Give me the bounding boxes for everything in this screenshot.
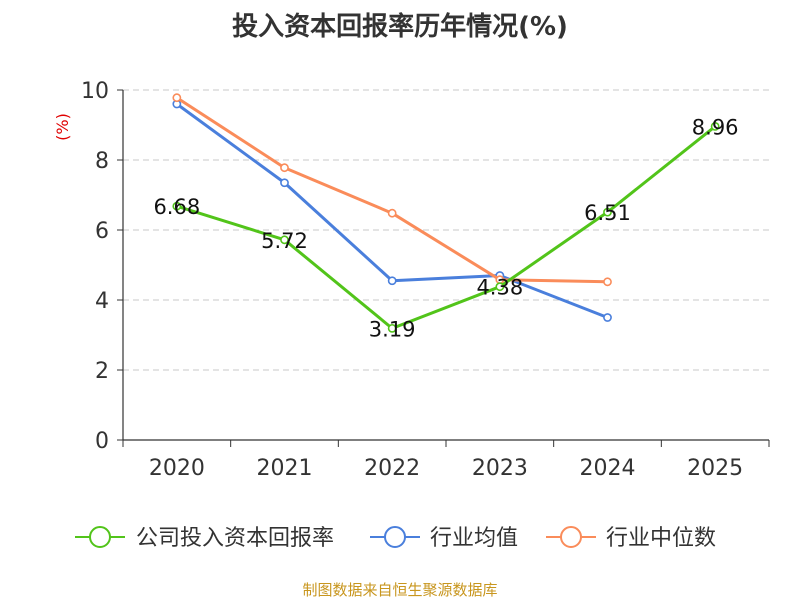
data-point[interactable] (603, 277, 612, 287)
x-tick-label: 2022 (364, 456, 420, 481)
grid-lines (123, 89, 769, 371)
data-point[interactable] (387, 276, 397, 286)
data-point[interactable] (603, 313, 612, 322)
data-point[interactable] (387, 208, 397, 218)
data-point[interactable] (710, 122, 720, 131)
axes (117, 89, 770, 447)
data-point[interactable] (603, 207, 612, 217)
data-labels: 6.68 5.72 3.19 4.38 6.51 8.96 (153, 115, 738, 341)
y-tick-label: 2 (95, 359, 109, 384)
x-tick-label: 2020 (149, 456, 205, 481)
data-label: 8.96 (692, 115, 739, 139)
data-point[interactable] (172, 201, 182, 211)
x-tick-label: 2024 (580, 456, 636, 481)
x-tick-label: 2025 (687, 456, 743, 481)
legend-marker-2[interactable] (560, 526, 582, 548)
data-point[interactable] (495, 282, 505, 292)
data-point[interactable] (280, 178, 289, 188)
data-point[interactable] (280, 235, 289, 245)
legend-label-0[interactable]: 公司投入资本回报率 (136, 526, 334, 551)
y-tick-label: 4 (95, 289, 109, 314)
x-tick-label: 2023 (472, 456, 528, 481)
legend-marker-1[interactable] (384, 526, 406, 548)
tick-labels: 0 2 4 6 8 10 2020 2021 2022 2023 2024 2025 (81, 79, 743, 481)
source-note: 制图数据来自恒生聚源数据库 (302, 581, 497, 599)
legend-label-2[interactable]: 行业中位数 (606, 526, 716, 551)
legend: 公司投入资本回报率 行业均值 行业中位数 (75, 526, 716, 551)
data-point[interactable] (172, 93, 182, 103)
data-point[interactable] (387, 323, 397, 333)
data-label: 4.38 (476, 276, 523, 300)
y-axis-label: (%) (53, 113, 72, 141)
chart-title: 投入资本回报率历年情况(%) (232, 11, 568, 42)
data-point[interactable] (280, 163, 289, 173)
data-label: 6.51 (584, 201, 631, 225)
series-group (172, 93, 720, 333)
series-line-0 (176, 125, 717, 330)
data-label: 5.72 (261, 229, 308, 253)
y-tick-label: 10 (81, 79, 109, 104)
legend-label-1[interactable]: 行业均值 (430, 526, 518, 551)
data-label: 3.19 (369, 317, 416, 341)
y-tick-label: 8 (95, 149, 109, 174)
y-tick-label: 0 (95, 429, 109, 454)
legend-marker-0[interactable] (89, 526, 111, 548)
data-label: 6.68 (153, 195, 200, 219)
series-line-2 (176, 96, 608, 284)
y-tick-label: 6 (95, 219, 109, 244)
x-tick-label: 2021 (257, 456, 313, 481)
